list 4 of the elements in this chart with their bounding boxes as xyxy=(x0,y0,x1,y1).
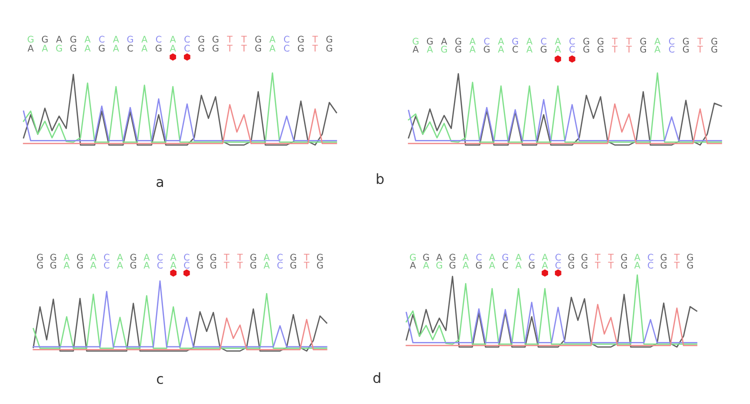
x-axis-title: a xyxy=(156,179,163,188)
x-axis-title: b xyxy=(376,173,384,184)
x-axis-title: d xyxy=(373,372,380,384)
x-axis-title: c xyxy=(156,376,163,384)
